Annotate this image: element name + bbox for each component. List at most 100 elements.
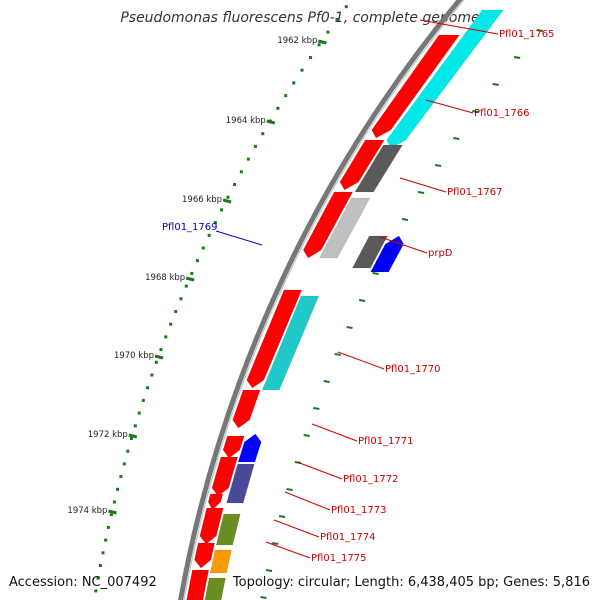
gene-feature: [209, 549, 232, 574]
tick-dot: [326, 30, 330, 34]
gene-feature: [352, 235, 388, 269]
leader-line: [399, 177, 447, 193]
leader-line: [379, 236, 428, 254]
kbp-ticks: [94, 5, 544, 599]
gene-label: prpD: [428, 248, 453, 259]
tick-dot: [317, 43, 321, 47]
kbp-label: 1972 kbp: [88, 430, 128, 440]
tick-dot: [276, 106, 280, 110]
topology-text: Topology: circular; Length: 6,438,405 bp…: [232, 575, 590, 590]
tick-dot: [233, 183, 237, 186]
tick-dot: [154, 360, 158, 364]
tick-dot: [213, 221, 217, 225]
tick-mark: [272, 542, 279, 545]
tick-dot: [284, 94, 288, 98]
tick-dot: [141, 398, 145, 402]
gene-feature: [226, 463, 255, 504]
tick-mark: [417, 191, 425, 194]
kbp-label: 1964 kbp: [226, 116, 266, 126]
leader-line: [265, 541, 311, 559]
gene-feature: [211, 456, 238, 497]
tick-mark: [358, 299, 366, 302]
gene-label: Pfl01_1772: [343, 474, 399, 485]
gene-feature: [199, 507, 224, 545]
kbp-tick: [266, 119, 276, 125]
tick-dot: [292, 81, 296, 85]
tick-dot: [101, 551, 105, 555]
kbp-tick: [154, 354, 164, 360]
gene-feature: [386, 9, 504, 149]
gene-feature: [371, 34, 460, 139]
tick-mark: [323, 380, 330, 383]
tick-dot: [126, 449, 130, 453]
map-title: Pseudomonas fluorescens Pf0-1, complete …: [120, 10, 480, 26]
tick-dot: [146, 386, 150, 390]
tick-mark: [334, 353, 341, 356]
tick-mark: [372, 272, 379, 275]
tick-mark: [401, 218, 409, 221]
tick-dot: [335, 17, 339, 21]
kbp-label: 1966 kbp: [182, 195, 222, 205]
gene-labels: Pfl01_1765 Pfl01_1766 Pfl01_1767 prpD Pfl01_…: [162, 19, 555, 564]
tick-dot: [112, 500, 116, 504]
tick-dot: [246, 157, 250, 161]
gene-label: Pfl01_1773: [331, 505, 387, 516]
tick-dot: [94, 589, 98, 593]
leader-line: [311, 423, 358, 442]
kbp-label: 1968 kbp: [145, 273, 185, 283]
gene-feature: [261, 295, 320, 391]
kbp-tick: [108, 509, 117, 515]
gene-feature: [302, 191, 354, 259]
gene-feature: [237, 433, 262, 463]
gene-label: Pfl01_1774: [320, 532, 376, 543]
tick-mark: [513, 56, 521, 59]
tick-dot: [98, 564, 102, 567]
leader-line: [273, 519, 320, 538]
gene-feature: [370, 235, 404, 273]
tick-dot: [344, 5, 348, 9]
backbone-arc: [178, 0, 463, 600]
tick-mark: [313, 407, 320, 410]
tick-dot: [159, 348, 163, 352]
tick-mark: [346, 326, 353, 329]
tick-dot: [226, 195, 230, 199]
tick-dot: [164, 335, 168, 339]
gene-label: Pfl01_1769: [162, 222, 218, 233]
gene-feature: [194, 542, 215, 569]
tick-dot: [220, 208, 224, 212]
tick-mark: [435, 164, 442, 167]
gene-feature: [222, 435, 245, 459]
tick-mark: [536, 29, 544, 32]
tick-dot: [300, 68, 304, 72]
gene-feature: [215, 513, 241, 546]
tick-dot: [184, 284, 188, 288]
leader-line: [284, 491, 331, 511]
kbp-label: 1974 kbp: [67, 506, 107, 516]
tick-dot: [195, 259, 199, 263]
gene-label: Pfl01_1767: [447, 187, 503, 198]
tick-dot: [174, 310, 178, 313]
gene-feature: [204, 577, 226, 600]
tick-dot: [201, 246, 205, 250]
tick-dot: [261, 132, 265, 136]
kbp-tick: [128, 433, 138, 439]
tick-dot: [129, 437, 133, 440]
tick-mark: [278, 515, 286, 518]
tick-dot: [239, 170, 243, 174]
tick-dot: [122, 462, 126, 466]
leader-line: [215, 230, 263, 246]
leader-line: [419, 19, 499, 35]
leader-line: [425, 99, 474, 114]
tick-dot: [150, 373, 154, 377]
kbp-label: 1970 kbp: [114, 351, 154, 361]
tick-dot: [308, 56, 312, 59]
gene-feature: [318, 197, 371, 259]
gene-feature: [232, 389, 261, 429]
tick-dot: [116, 487, 120, 491]
accession-text: Accession: NC_007492: [9, 575, 157, 590]
kbp-tick: [185, 276, 195, 282]
tick-mark: [265, 569, 273, 572]
tick-dot: [179, 297, 183, 301]
leader-line: [337, 351, 385, 370]
